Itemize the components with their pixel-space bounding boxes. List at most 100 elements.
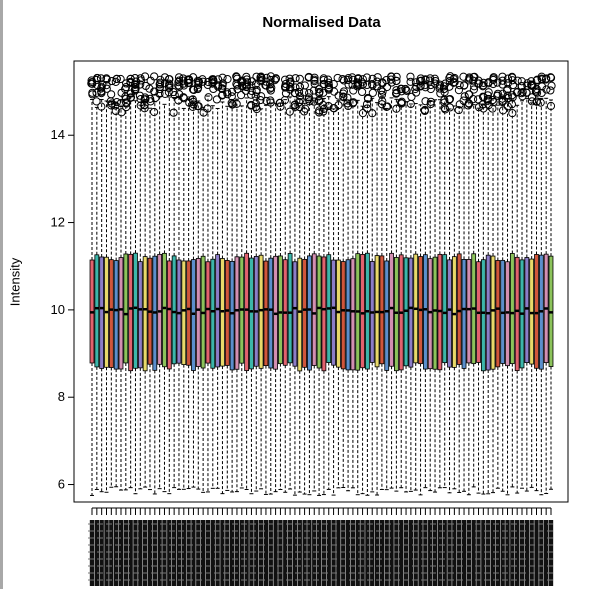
outlier-point [344,74,353,83]
box [118,257,124,370]
outlier-point [527,77,536,86]
outlier-point [184,78,193,88]
outlier-point [357,87,367,97]
outlier-point [454,105,463,115]
x-tick-label [307,520,312,586]
outlier-point [121,82,131,92]
outlier-point [315,89,324,98]
x-tick-label [229,520,235,586]
outlier-point [111,106,120,116]
box [534,254,539,369]
x-tick-label [500,520,505,586]
outlier-point [111,77,120,86]
outlier-point [439,82,449,91]
outlier-point [465,74,474,83]
x-tick-label [442,520,447,586]
box [210,258,216,369]
outlier-point [266,98,275,107]
x-tick-label [370,520,375,586]
outlier-point [489,75,498,85]
box [422,254,428,370]
outlier-point [377,100,387,109]
box [490,255,496,370]
box [442,254,448,364]
outlier-point [107,76,116,86]
outlier-point [203,104,212,113]
outlier-point [513,76,522,85]
outlier-point [286,82,295,92]
outlier-point [247,81,256,90]
box [249,257,254,370]
outlier-point [440,103,449,113]
outlier-point [489,79,498,89]
outlier-point [169,108,178,117]
outlier-point [189,85,199,94]
x-tick-label [432,520,438,586]
box [524,257,530,364]
box [297,257,303,372]
outlier-point [513,87,522,96]
x-tick-label [515,520,520,586]
outlier-point [169,87,178,97]
x-tick-label [326,520,331,586]
x-tick-label [374,520,380,586]
outlier-point [547,81,556,90]
x-tick-label [486,520,491,586]
chart-title: Normalised Data [262,14,381,31]
x-tick-label [186,520,191,586]
outlier-point [150,72,159,81]
outlier-point [257,92,266,101]
box [340,261,346,370]
outlier-point [116,98,126,108]
x-tick-label [278,520,283,586]
x-tick-label [215,520,220,586]
outlier-point [338,74,347,84]
x-tick-label [534,520,539,586]
x-tick-label [548,520,554,586]
outlier-point [236,91,246,100]
outlier-point [478,92,488,101]
x-tick-label [447,520,452,586]
outlier-point [508,109,517,118]
outlier-point [92,97,101,106]
outlier-point [445,73,454,83]
x-tick-label [118,520,124,586]
outlier-point [102,84,111,93]
outlier-point [348,75,358,85]
box [137,261,143,369]
outlier-point [241,86,250,95]
outlier-point [232,99,241,108]
box [509,253,515,365]
box [113,260,119,370]
outlier-point [300,81,309,90]
outlier-point [536,98,545,107]
outlier-point [460,81,469,90]
outlier-point [537,72,546,81]
outlier-point [363,104,372,113]
x-tick-label [99,520,104,586]
box [171,255,177,365]
box [384,260,390,371]
outlier-point [131,83,140,92]
outlier-point [218,73,227,82]
x-tick-label [350,520,356,586]
x-tick-label [302,520,307,586]
outlier-point [146,94,155,103]
outlier-point [334,101,343,110]
outlier-point [348,80,357,89]
x-tick-label [403,520,409,586]
outlier-point [498,72,507,81]
outlier-point [450,73,459,83]
outlier-point [256,72,266,81]
y-tick-label: 6 [58,477,65,492]
outlier-point [517,77,526,86]
outlier-point [518,87,527,97]
outlier-point [368,88,377,97]
box [244,252,249,372]
outlier-point [223,75,232,84]
x-tick-label [437,520,443,586]
box [186,260,192,366]
outlier-point [281,75,290,84]
x-tick-label [428,520,433,586]
